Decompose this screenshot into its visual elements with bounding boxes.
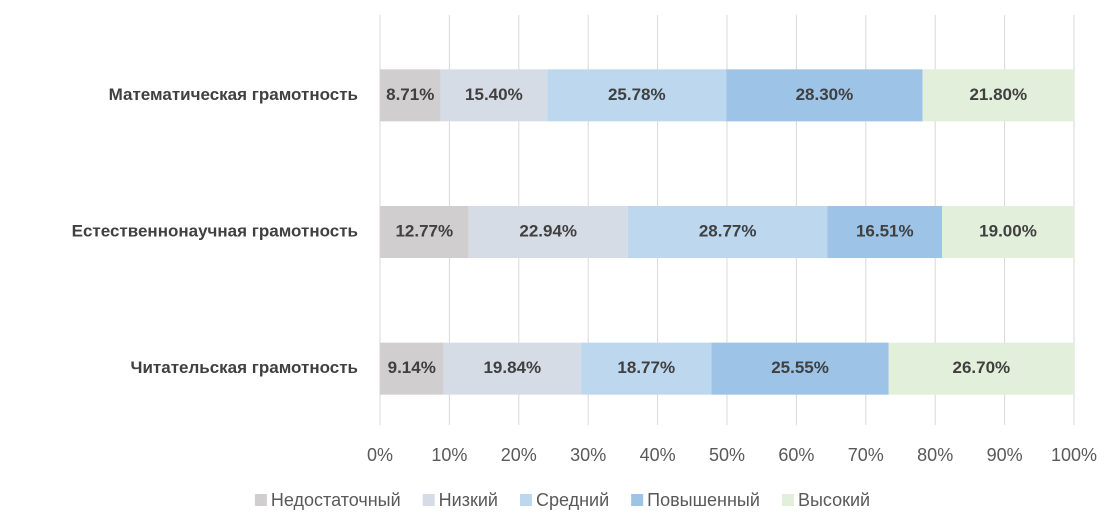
data-label: 8.71% xyxy=(386,85,434,104)
category-label: Естественнонаучная грамотность xyxy=(72,221,358,240)
data-label: 15.40% xyxy=(465,85,523,104)
data-label: 12.77% xyxy=(395,221,453,240)
bar-segment xyxy=(627,206,828,258)
bar-segment xyxy=(827,206,943,258)
legend-swatch xyxy=(631,494,644,506)
data-label: 21.80% xyxy=(969,85,1027,104)
bar-segment xyxy=(380,206,469,258)
legend-swatch xyxy=(781,494,794,506)
x-tick-label: 50% xyxy=(709,445,745,465)
x-tick-label: 40% xyxy=(640,445,676,465)
data-label: 18.77% xyxy=(617,358,675,377)
bar-segment xyxy=(380,342,444,395)
legend-label: Недостаточный xyxy=(271,490,401,510)
legend-label: Низкий xyxy=(439,490,498,510)
bar-segment xyxy=(942,206,1074,258)
x-tick-label: 60% xyxy=(778,445,814,465)
bar-segment xyxy=(380,69,441,122)
data-label: 25.78% xyxy=(608,85,666,104)
bar-segment xyxy=(440,69,548,122)
bar-segment xyxy=(888,342,1074,395)
data-label: 28.30% xyxy=(796,85,854,104)
bar-segment xyxy=(711,342,889,395)
data-label: 22.94% xyxy=(519,221,577,240)
data-label: 9.14% xyxy=(388,358,436,377)
legend-label: Высокий xyxy=(798,490,870,510)
x-tick-label: 0% xyxy=(367,445,393,465)
bar-segment xyxy=(726,69,923,122)
data-label: 26.70% xyxy=(953,358,1011,377)
x-tick-label: 20% xyxy=(501,445,537,465)
legend-swatch xyxy=(254,494,267,506)
x-tick-label: 100% xyxy=(1051,445,1097,465)
bar-segment xyxy=(547,69,727,122)
bar-segment xyxy=(581,342,712,395)
data-label: 19.00% xyxy=(979,221,1037,240)
legend-swatch xyxy=(519,494,532,506)
x-tick-label: 30% xyxy=(570,445,606,465)
legend-swatch xyxy=(422,494,435,506)
legend-label: Средний xyxy=(536,490,609,510)
bar-segment xyxy=(922,69,1074,122)
data-label: 25.55% xyxy=(771,358,829,377)
data-label: 19.84% xyxy=(483,358,541,377)
x-tick-label: 10% xyxy=(431,445,467,465)
category-label: Читательская грамотность xyxy=(131,358,358,377)
legend-label: Повышенный xyxy=(647,490,760,510)
category-label: Математическая грамотность xyxy=(109,85,358,104)
x-tick-label: 70% xyxy=(848,445,884,465)
data-label: 16.51% xyxy=(856,221,914,240)
data-label: 28.77% xyxy=(699,221,757,240)
bar-segment xyxy=(468,206,628,258)
x-tick-label: 80% xyxy=(917,445,953,465)
bar-segment xyxy=(443,342,582,395)
x-tick-label: 90% xyxy=(987,445,1023,465)
